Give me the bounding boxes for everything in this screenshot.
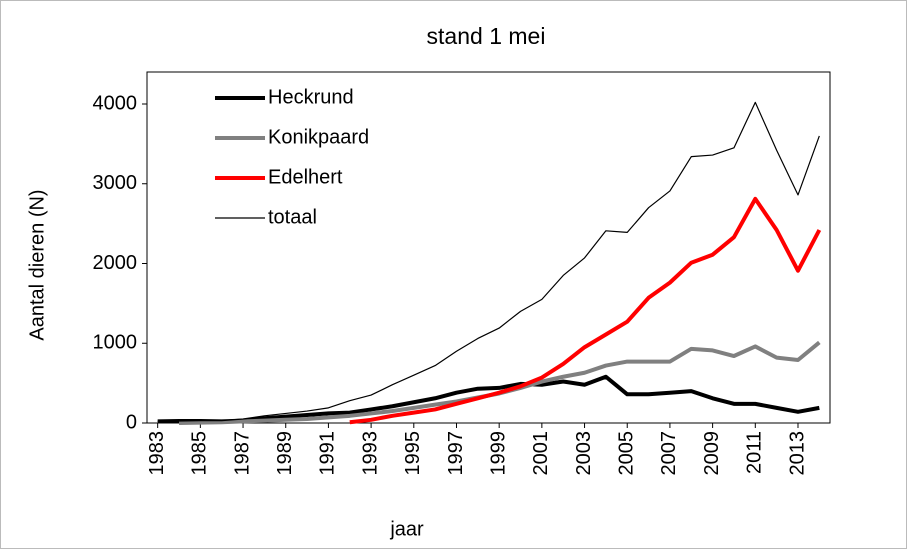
x-tick-label: 1997 bbox=[445, 431, 467, 476]
legend-label: Heckrund bbox=[268, 86, 354, 108]
y-tick-label: 0 bbox=[126, 411, 137, 433]
series-line bbox=[157, 101, 820, 423]
x-tick-label: 1983 bbox=[146, 431, 168, 476]
y-tick-label: 2000 bbox=[93, 252, 138, 274]
x-tick-label: 1999 bbox=[487, 431, 509, 476]
y-axis-label: Aantal dieren (N) bbox=[26, 189, 48, 340]
series-line bbox=[157, 374, 820, 424]
x-tick-label: 1989 bbox=[274, 431, 296, 476]
y-tick-label: 4000 bbox=[93, 92, 138, 114]
x-tick-label: 2003 bbox=[573, 431, 595, 476]
x-tick-label: 1985 bbox=[189, 431, 211, 476]
x-tick-label: 2009 bbox=[701, 431, 723, 476]
x-tick-label: 2005 bbox=[616, 431, 638, 476]
x-axis-label: jaar bbox=[389, 518, 424, 540]
x-tick-label: 2013 bbox=[786, 431, 808, 476]
chart-title: stand 1 mei bbox=[427, 23, 546, 49]
x-tick-label: 2011 bbox=[744, 431, 766, 474]
y-tick-label: 1000 bbox=[93, 332, 138, 354]
series-line bbox=[349, 196, 822, 425]
y-tick-label: 3000 bbox=[93, 172, 138, 194]
x-tick-label: 1987 bbox=[231, 431, 253, 476]
legend-label: Edelhert bbox=[268, 166, 343, 188]
legend-label: totaal bbox=[268, 206, 317, 228]
x-tick-label: 2007 bbox=[658, 431, 680, 476]
x-tick-label: 2001 bbox=[530, 431, 552, 476]
legend-label: Konikpaard bbox=[268, 126, 369, 148]
x-tick-label: 1991 bbox=[317, 431, 339, 476]
x-tick-label: 1995 bbox=[402, 431, 424, 476]
plot-area bbox=[146, 71, 831, 424]
x-tick-label: 1993 bbox=[359, 431, 381, 476]
